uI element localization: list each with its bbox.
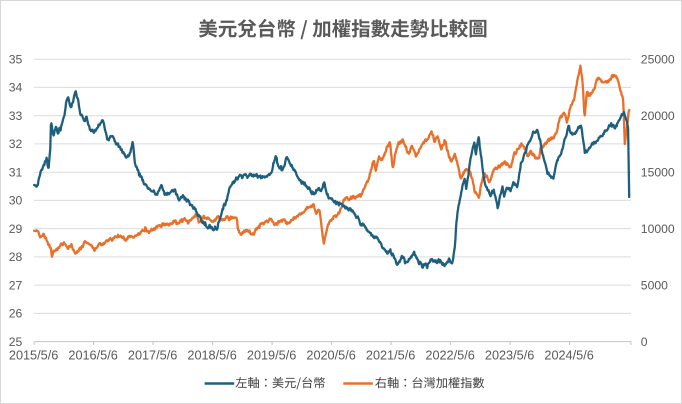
- svg-text:35: 35: [9, 52, 23, 66]
- svg-text:26: 26: [9, 307, 23, 321]
- svg-text:0: 0: [641, 335, 648, 349]
- svg-text:2019/5/6: 2019/5/6: [247, 348, 296, 362]
- svg-text:2023/5/6: 2023/5/6: [485, 348, 534, 362]
- svg-text:25: 25: [9, 335, 23, 349]
- svg-text:34: 34: [9, 81, 23, 95]
- svg-text:32: 32: [9, 137, 23, 151]
- svg-text:29: 29: [9, 222, 23, 236]
- svg-text:15000: 15000: [641, 165, 675, 179]
- svg-text:2018/5/6: 2018/5/6: [187, 348, 236, 362]
- svg-text:2017/5/6: 2017/5/6: [128, 348, 177, 362]
- svg-text:2022/5/6: 2022/5/6: [425, 348, 474, 362]
- svg-text:33: 33: [9, 109, 23, 123]
- svg-text:2015/5/6: 2015/5/6: [9, 348, 58, 362]
- svg-text:20000: 20000: [641, 109, 675, 123]
- svg-text:27: 27: [9, 278, 23, 292]
- svg-text:5000: 5000: [641, 278, 668, 292]
- svg-text:10000: 10000: [641, 222, 675, 236]
- svg-text:2016/5/6: 2016/5/6: [68, 348, 117, 362]
- svg-text:2024/5/6: 2024/5/6: [544, 348, 593, 362]
- svg-text:2020/5/6: 2020/5/6: [306, 348, 355, 362]
- svg-text:30: 30: [9, 194, 23, 208]
- svg-text:31: 31: [9, 165, 23, 179]
- svg-text:25000: 25000: [641, 52, 675, 66]
- svg-text:2021/5/6: 2021/5/6: [366, 348, 415, 362]
- svg-text:28: 28: [9, 250, 23, 264]
